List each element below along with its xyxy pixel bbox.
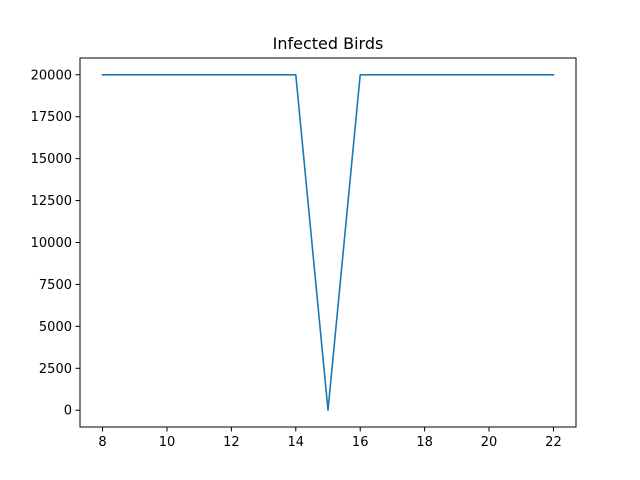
y-tick-label: 2500 [39, 362, 72, 377]
y-tick-label: 5000 [39, 320, 72, 335]
x-tick-label: 18 [416, 435, 433, 450]
chart-title: Infected Birds [273, 34, 384, 53]
y-tick-label: 10000 [31, 236, 72, 251]
y-tick-label: 15000 [31, 152, 72, 167]
x-tick-label: 8 [98, 435, 106, 450]
plot-area: 8 10 12 14 16 18 20 22 0 2500 5000 7500 10000 12500 15… [31, 57, 577, 450]
x-tick-label: 14 [288, 435, 305, 450]
x-tick-label: 22 [545, 435, 562, 450]
y-tick-label: 7500 [39, 278, 72, 293]
y-tick-label: 12500 [31, 194, 72, 209]
y-tick-label: 17500 [31, 110, 72, 125]
x-tick-label: 16 [352, 435, 369, 450]
y-tick-label: 0 [64, 404, 72, 419]
y-tick-label: 20000 [31, 68, 72, 83]
x-tick-label: 10 [159, 435, 176, 450]
x-tick-label: 20 [481, 435, 498, 450]
x-tick-label: 12 [223, 435, 240, 450]
